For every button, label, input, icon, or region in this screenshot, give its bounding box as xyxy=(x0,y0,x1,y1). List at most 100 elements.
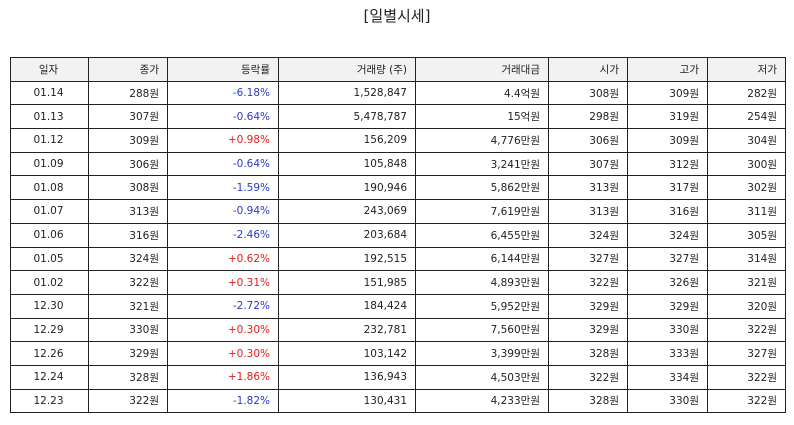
column-header-close: 종가 xyxy=(88,57,168,82)
cell-open: 327원 xyxy=(548,246,628,272)
table-header-row: 일자 종가 등락률 거래량 (주) 거래대금 시가 고가 저가 xyxy=(10,57,786,82)
cell-amount: 4,503만원 xyxy=(415,364,549,390)
cell-volume: 136,943 xyxy=(278,364,416,390)
cell-amount: 4,776만원 xyxy=(415,128,549,153)
cell-close: 313원 xyxy=(88,199,168,224)
cell-low: 321원 xyxy=(707,270,786,295)
table-row: 01.05 324원 +0.62% 192,515 6,144만원 327원 327원 314… xyxy=(10,246,786,272)
daily-price-table: 일자 종가 등락률 거래량 (주) 거래대금 시가 고가 저가 01.14 288… xyxy=(10,57,786,414)
cell-change: -0.94% xyxy=(167,199,279,224)
cell-date: 01.09 xyxy=(10,151,89,177)
cell-change: -0.64% xyxy=(167,151,279,177)
cell-amount: 7,619만원 xyxy=(415,199,549,224)
cell-volume: 232,781 xyxy=(278,317,416,343)
cell-volume: 243,069 xyxy=(278,199,416,224)
cell-date: 12.29 xyxy=(10,317,89,343)
cell-amount: 4.4억원 xyxy=(415,80,549,106)
cell-close: 321원 xyxy=(88,293,168,319)
cell-open: 322원 xyxy=(548,270,628,295)
cell-date: 01.12 xyxy=(10,128,89,153)
cell-high: 326원 xyxy=(627,270,708,295)
table-row: 12.29 330원 +0.30% 232,781 7,560만원 329원 330원 322… xyxy=(10,317,786,343)
cell-high: 312원 xyxy=(627,151,708,177)
table-row: 01.07 313원 -0.94% 243,069 7,619만원 313원 316원 311… xyxy=(10,199,786,224)
cell-volume: 203,684 xyxy=(278,222,416,248)
cell-open: 298원 xyxy=(548,104,628,130)
column-header-low: 저가 xyxy=(707,57,786,82)
cell-date: 01.06 xyxy=(10,222,89,248)
cell-change: +0.30% xyxy=(167,341,279,366)
column-header-date: 일자 xyxy=(10,57,89,82)
cell-open: 322원 xyxy=(548,364,628,390)
cell-high: 327원 xyxy=(627,246,708,272)
cell-open: 329원 xyxy=(548,293,628,319)
cell-open: 308원 xyxy=(548,80,628,106)
cell-volume: 192,515 xyxy=(278,246,416,272)
cell-low: 311원 xyxy=(707,199,786,224)
cell-close: 288원 xyxy=(88,80,168,106)
cell-amount: 4,893만원 xyxy=(415,270,549,295)
cell-high: 330원 xyxy=(627,388,708,414)
cell-change: -1.82% xyxy=(167,388,279,414)
cell-amount: 15억원 xyxy=(415,104,549,130)
cell-volume: 130,431 xyxy=(278,388,416,414)
cell-close: 324원 xyxy=(88,246,168,272)
cell-amount: 7,560만원 xyxy=(415,317,549,343)
cell-amount: 6,455만원 xyxy=(415,222,549,248)
cell-change: +0.98% xyxy=(167,128,279,153)
cell-volume: 1,528,847 xyxy=(278,80,416,106)
cell-volume: 103,142 xyxy=(278,341,416,366)
cell-close: 308원 xyxy=(88,175,168,201)
cell-change: +0.31% xyxy=(167,270,279,295)
table-row: 01.08 308원 -1.59% 190,946 5,862만원 313원 317원 302… xyxy=(10,175,786,201)
cell-low: 302원 xyxy=(707,175,786,201)
cell-low: 327원 xyxy=(707,341,786,366)
cell-amount: 6,144만원 xyxy=(415,246,549,272)
cell-low: 254원 xyxy=(707,104,786,130)
cell-amount: 5,862만원 xyxy=(415,175,549,201)
cell-change: +0.62% xyxy=(167,246,279,272)
cell-close: 322원 xyxy=(88,388,168,414)
cell-low: 305원 xyxy=(707,222,786,248)
table-row: 01.12 309원 +0.98% 156,209 4,776만원 306원 309원 304… xyxy=(10,128,786,153)
cell-amount: 3,241만원 xyxy=(415,151,549,177)
cell-open: 328원 xyxy=(548,341,628,366)
cell-close: 329원 xyxy=(88,341,168,366)
cell-close: 330원 xyxy=(88,317,168,343)
cell-volume: 105,848 xyxy=(278,151,416,177)
cell-close: 306원 xyxy=(88,151,168,177)
table-row: 12.23 322원 -1.82% 130,431 4,233만원 328원 330원 322… xyxy=(10,388,786,414)
cell-high: 317원 xyxy=(627,175,708,201)
cell-date: 01.07 xyxy=(10,199,89,224)
table-row: 01.06 316원 -2.46% 203,684 6,455만원 324원 324원 305… xyxy=(10,222,786,248)
cell-high: 309원 xyxy=(627,80,708,106)
cell-open: 328원 xyxy=(548,388,628,414)
cell-close: 307원 xyxy=(88,104,168,130)
cell-change: -1.59% xyxy=(167,175,279,201)
cell-close: 309원 xyxy=(88,128,168,153)
cell-close: 316원 xyxy=(88,222,168,248)
cell-date: 01.13 xyxy=(10,104,89,130)
column-header-amount: 거래대금 xyxy=(415,57,549,82)
cell-change: -0.64% xyxy=(167,104,279,130)
cell-low: 322원 xyxy=(707,317,786,343)
cell-change: -2.72% xyxy=(167,293,279,319)
cell-date: 12.23 xyxy=(10,388,89,414)
cell-high: 316원 xyxy=(627,199,708,224)
cell-close: 328원 xyxy=(88,364,168,390)
cell-low: 322원 xyxy=(707,388,786,414)
cell-high: 324원 xyxy=(627,222,708,248)
cell-volume: 156,209 xyxy=(278,128,416,153)
column-header-open: 시가 xyxy=(548,57,628,82)
cell-high: 330원 xyxy=(627,317,708,343)
table-row: 01.02 322원 +0.31% 151,985 4,893만원 322원 326원 321… xyxy=(10,270,786,295)
cell-date: 01.08 xyxy=(10,175,89,201)
cell-open: 329원 xyxy=(548,317,628,343)
cell-high: 329원 xyxy=(627,293,708,319)
cell-open: 324원 xyxy=(548,222,628,248)
cell-amount: 5,952만원 xyxy=(415,293,549,319)
cell-change: +1.86% xyxy=(167,364,279,390)
cell-high: 309원 xyxy=(627,128,708,153)
cell-date: 12.24 xyxy=(10,364,89,390)
cell-volume: 5,478,787 xyxy=(278,104,416,130)
